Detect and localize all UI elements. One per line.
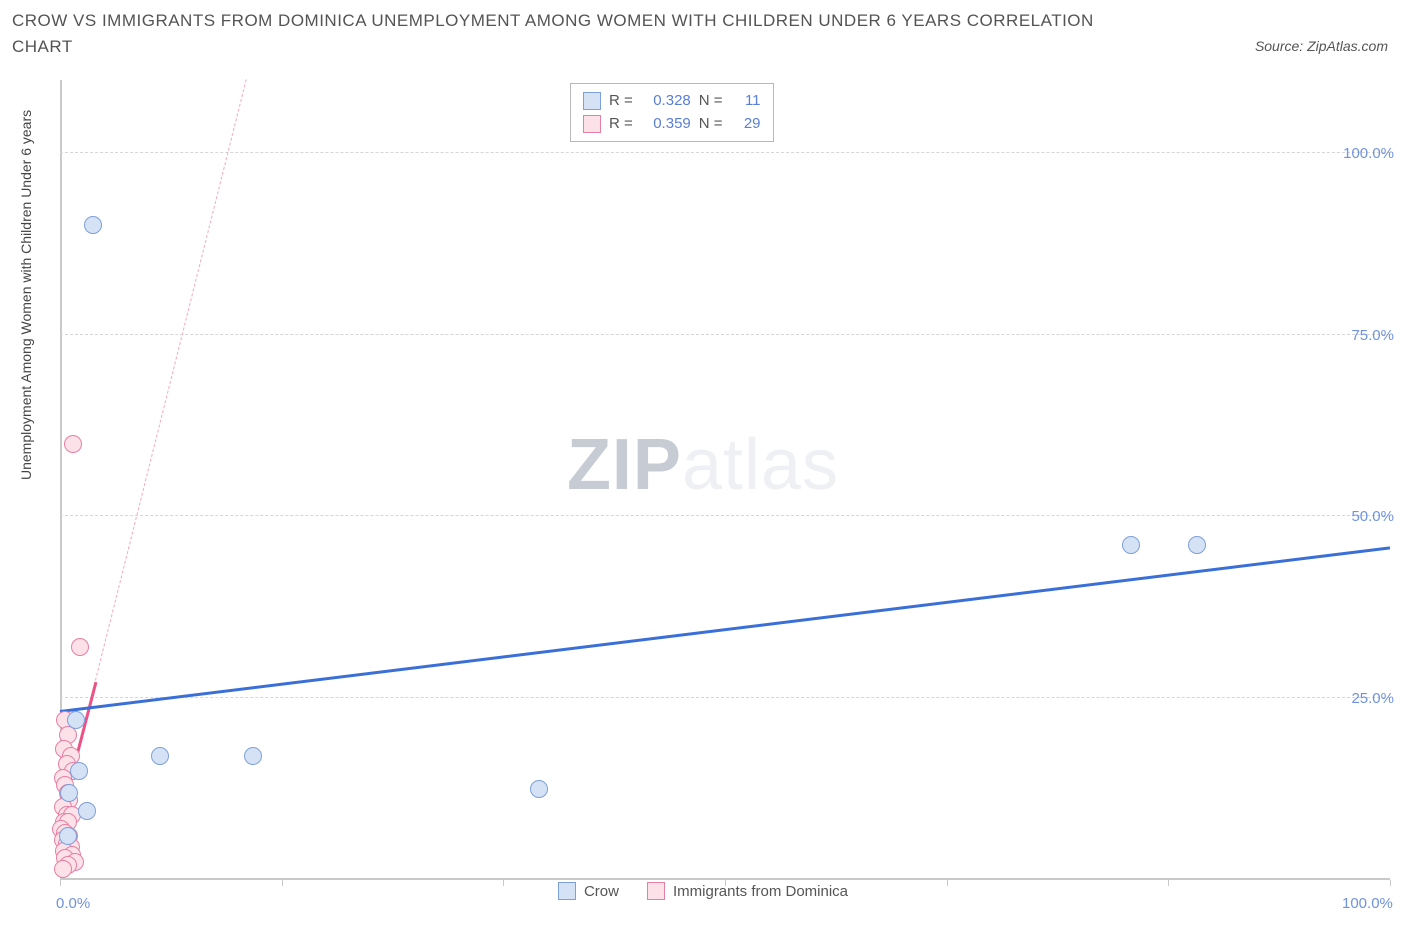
data-point-dominica bbox=[54, 860, 72, 878]
data-point-crow bbox=[67, 711, 85, 729]
swatch-dominica bbox=[647, 882, 665, 900]
swatch-dominica bbox=[583, 115, 601, 133]
data-point-crow bbox=[1188, 536, 1206, 554]
data-point-crow bbox=[78, 802, 96, 820]
y-axis-label: Unemployment Among Women with Children U… bbox=[18, 110, 34, 480]
legend-r-crow: 0.328 bbox=[641, 90, 691, 113]
correlation-legend: R = 0.328 N = 11 R = 0.359 N = 29 bbox=[570, 83, 774, 142]
legend-item-dominica: Immigrants from Dominica bbox=[647, 882, 848, 900]
legend-item-crow: Crow bbox=[558, 882, 619, 900]
data-point-crow bbox=[530, 780, 548, 798]
gridline bbox=[60, 334, 1390, 335]
legend-n-dominica: 29 bbox=[731, 113, 761, 136]
data-point-dominica bbox=[71, 638, 89, 656]
legend-r-key: R = bbox=[609, 113, 633, 136]
gridline bbox=[60, 515, 1390, 516]
legend-r-dominica: 0.359 bbox=[641, 113, 691, 136]
y-tick-label: 25.0% bbox=[1351, 690, 1394, 707]
source-label: Source: ZipAtlas.com bbox=[1255, 38, 1388, 54]
data-point-crow bbox=[244, 747, 262, 765]
series-legend: Crow Immigrants from Dominica bbox=[0, 882, 1406, 900]
legend-n-key: N = bbox=[699, 90, 723, 113]
chart-title: CROW VS IMMIGRANTS FROM DOMINICA UNEMPLO… bbox=[12, 8, 1112, 61]
gridline bbox=[60, 697, 1390, 698]
y-tick-label: 75.0% bbox=[1351, 327, 1394, 344]
data-point-crow bbox=[60, 784, 78, 802]
legend-n-crow: 11 bbox=[731, 90, 761, 113]
data-point-crow bbox=[59, 827, 77, 845]
data-point-dominica bbox=[64, 435, 82, 453]
data-point-crow bbox=[1122, 536, 1140, 554]
legend-row-dominica: R = 0.359 N = 29 bbox=[583, 113, 761, 136]
chart-container: CROW VS IMMIGRANTS FROM DOMINICA UNEMPLO… bbox=[0, 0, 1406, 930]
y-tick-label: 100.0% bbox=[1343, 145, 1394, 162]
swatch-crow bbox=[558, 882, 576, 900]
swatch-crow bbox=[583, 92, 601, 110]
legend-row-crow: R = 0.328 N = 11 bbox=[583, 90, 761, 113]
legend-n-key: N = bbox=[699, 113, 723, 136]
legend-label-crow: Crow bbox=[584, 883, 619, 900]
legend-r-key: R = bbox=[609, 90, 633, 113]
data-point-crow bbox=[70, 762, 88, 780]
data-point-crow bbox=[151, 747, 169, 765]
legend-label-dominica: Immigrants from Dominica bbox=[673, 883, 848, 900]
data-point-crow bbox=[84, 216, 102, 234]
gridline bbox=[60, 152, 1390, 153]
y-tick-label: 50.0% bbox=[1351, 508, 1394, 525]
